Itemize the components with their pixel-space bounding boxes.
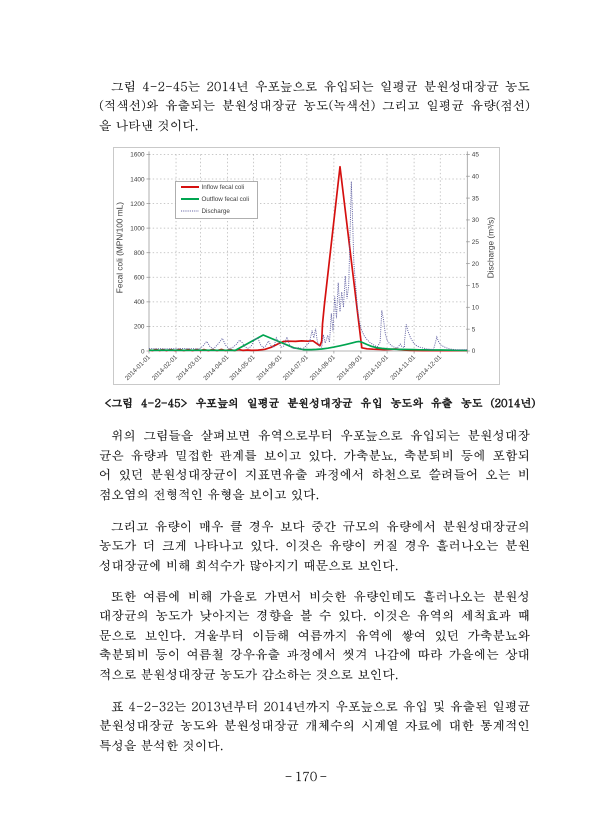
svg-text:1200: 1200 — [130, 201, 145, 208]
svg-text:400: 400 — [134, 299, 145, 306]
svg-text:5: 5 — [472, 326, 476, 333]
svg-text:25: 25 — [472, 239, 480, 246]
svg-text:45: 45 — [472, 152, 480, 159]
svg-text:600: 600 — [134, 275, 145, 282]
svg-text:800: 800 — [134, 250, 145, 257]
svg-text:20: 20 — [472, 261, 480, 268]
svg-text:1400: 1400 — [130, 176, 145, 183]
svg-text:1600: 1600 — [130, 152, 145, 159]
svg-text:40: 40 — [472, 173, 480, 180]
svg-text:Fecal coli (MPN/100 mL): Fecal coli (MPN/100 mL) — [115, 202, 125, 294]
svg-text:15: 15 — [472, 283, 480, 290]
svg-text:Inflow fecal coli: Inflow fecal coli — [202, 184, 245, 191]
svg-text:Discharge (m³/s): Discharge (m³/s) — [486, 217, 496, 279]
svg-text:200: 200 — [134, 324, 145, 331]
svg-text:Discharge: Discharge — [202, 208, 231, 215]
svg-text:30: 30 — [472, 217, 480, 224]
svg-text:0: 0 — [472, 348, 476, 355]
svg-text:35: 35 — [472, 195, 480, 202]
svg-text:Outflow fecal coli: Outflow fecal coli — [202, 196, 250, 203]
svg-text:1000: 1000 — [130, 225, 145, 232]
svg-text:10: 10 — [472, 305, 480, 312]
svg-text:0: 0 — [141, 348, 145, 355]
